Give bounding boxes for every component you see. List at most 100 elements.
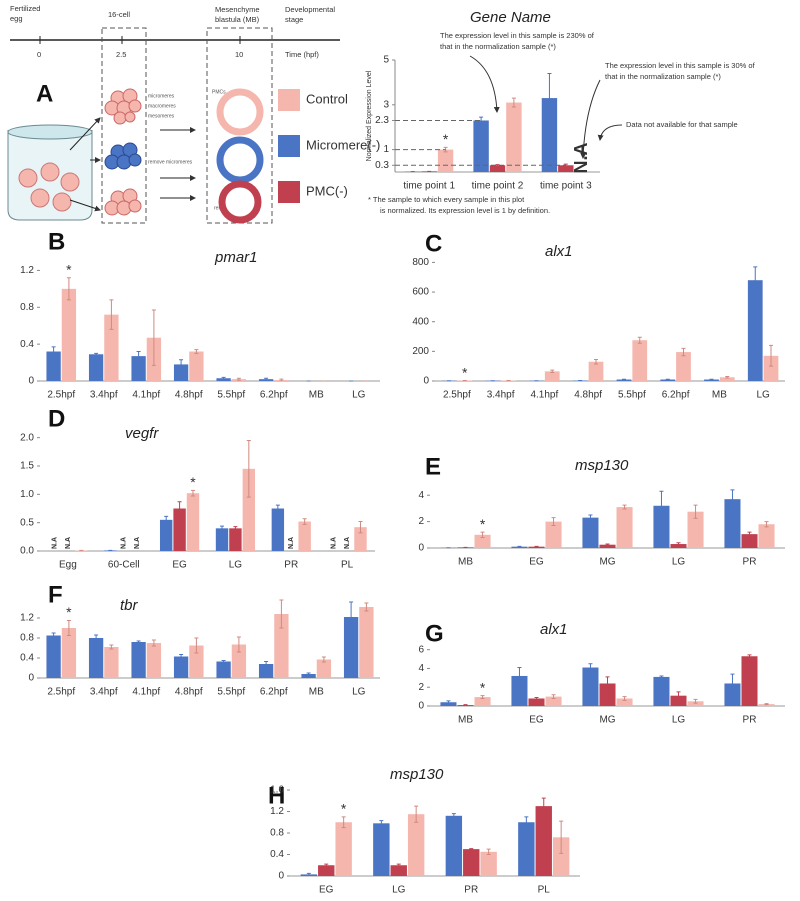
annotation: Data not available for that sample: [626, 120, 738, 129]
bar: [318, 865, 335, 876]
bar: [558, 165, 574, 172]
y-axis-label: Normalized Expression Level: [366, 70, 373, 161]
bar: [173, 364, 189, 381]
error-bar: [279, 599, 284, 629]
na-label: N.A: [344, 537, 351, 549]
x-tick-label: MB: [458, 557, 473, 568]
annotation-arrow: [469, 55, 500, 113]
error-bar: [725, 376, 730, 379]
error-bar: [164, 515, 169, 524]
error-bar: [324, 863, 329, 867]
bar: [511, 675, 528, 706]
bar: [741, 534, 758, 548]
bar: [104, 647, 119, 678]
bar: [724, 499, 741, 548]
bar: [653, 676, 670, 706]
y-tick-label: 0.4: [20, 653, 34, 664]
error-bar: [588, 663, 593, 672]
error-bar: [747, 654, 752, 659]
y-tick-label: 0.3: [375, 160, 389, 171]
asterisk: *: [190, 474, 196, 490]
error-bar: [534, 545, 539, 548]
panel-letter: B: [48, 228, 65, 255]
bar: [545, 521, 562, 548]
error-bar: [358, 521, 363, 534]
legend-swatch: [278, 89, 300, 111]
bar: [61, 628, 77, 678]
error-bar: [220, 525, 225, 532]
x-tick-label: 4.8hpf: [574, 390, 602, 401]
error-bar: [659, 490, 664, 521]
error-bar: [594, 359, 598, 365]
x-tick-label: 4.8hpf: [175, 390, 203, 401]
error-bar: [194, 349, 199, 354]
bar: [582, 667, 599, 706]
bar: [588, 361, 604, 381]
bar: [46, 351, 61, 381]
error-bar: [659, 675, 664, 679]
y-tick-label: 2.0: [20, 432, 34, 443]
error-bar: [302, 518, 307, 525]
time-label: 2.5: [116, 50, 126, 59]
y-tick-label: 2: [418, 682, 424, 693]
annotation: that in the normalization sample (*): [440, 42, 556, 51]
x-tick-label: 3.4hpf: [90, 390, 118, 401]
bar: [373, 823, 390, 876]
chart-title: msp130: [390, 766, 444, 783]
bar: [359, 607, 374, 678]
cell-label: remove micromeres: [148, 159, 193, 165]
error-bar: [622, 696, 627, 701]
x-tick-label: EG: [319, 885, 334, 896]
x-tick-label: 4.1hpf: [530, 390, 558, 401]
bar: [653, 505, 670, 548]
annotation: that in the normalization sample (*): [605, 72, 721, 81]
x-tick-label: 4.8hpf: [175, 687, 203, 698]
x-tick-label: 2.5hpf: [443, 390, 471, 401]
na-label: N.A: [134, 537, 141, 549]
error-bar: [379, 820, 384, 827]
x-tick-label: MG: [599, 557, 615, 568]
error-bar: [534, 697, 539, 700]
x-tick-label: MB: [458, 715, 473, 726]
bar: [473, 120, 489, 172]
bar: [159, 519, 173, 551]
y-tick-label: 1.2: [270, 806, 284, 817]
y-tick-label: 0: [418, 701, 424, 712]
na-label: N.A: [331, 537, 338, 549]
time-label: 0: [37, 50, 41, 59]
error-bar: [693, 698, 698, 704]
x-tick-label: 5.5hpf: [618, 390, 646, 401]
bar: [474, 534, 491, 548]
bar: [231, 644, 247, 678]
timeline-label: blastula (MB): [215, 15, 260, 24]
error-bar: [136, 351, 141, 362]
error-bar: [524, 816, 529, 829]
error-bar: [517, 545, 522, 548]
bar: [599, 683, 616, 706]
y-tick-label: 1.2: [20, 265, 34, 276]
x-tick-label: MB: [309, 687, 324, 698]
error-bar: [681, 347, 686, 357]
x-tick-label: 2.5hpf: [47, 390, 75, 401]
bar: [632, 340, 648, 381]
error-bar: [764, 703, 769, 706]
y-tick-label: 6: [418, 644, 424, 655]
error-bar: [511, 97, 516, 108]
panel-letter: E: [425, 453, 441, 480]
x-tick-label: MG: [599, 715, 615, 726]
error-bar: [443, 146, 448, 153]
bar: [407, 814, 425, 876]
arrow: [69, 199, 101, 212]
bar: [747, 280, 763, 381]
bar: [719, 377, 735, 381]
y-tick-label: 1.2: [20, 613, 34, 624]
error-bar: [676, 691, 681, 700]
x-tick-label: 5.5hpf: [217, 390, 245, 401]
x-tick-label: 60-Cell: [108, 560, 140, 571]
bar: [758, 524, 775, 548]
error-bar: [747, 531, 752, 537]
y-tick-label: 1.6: [270, 785, 284, 796]
timeline-label: Mesenchyme: [215, 5, 260, 14]
error-bar: [279, 378, 284, 382]
